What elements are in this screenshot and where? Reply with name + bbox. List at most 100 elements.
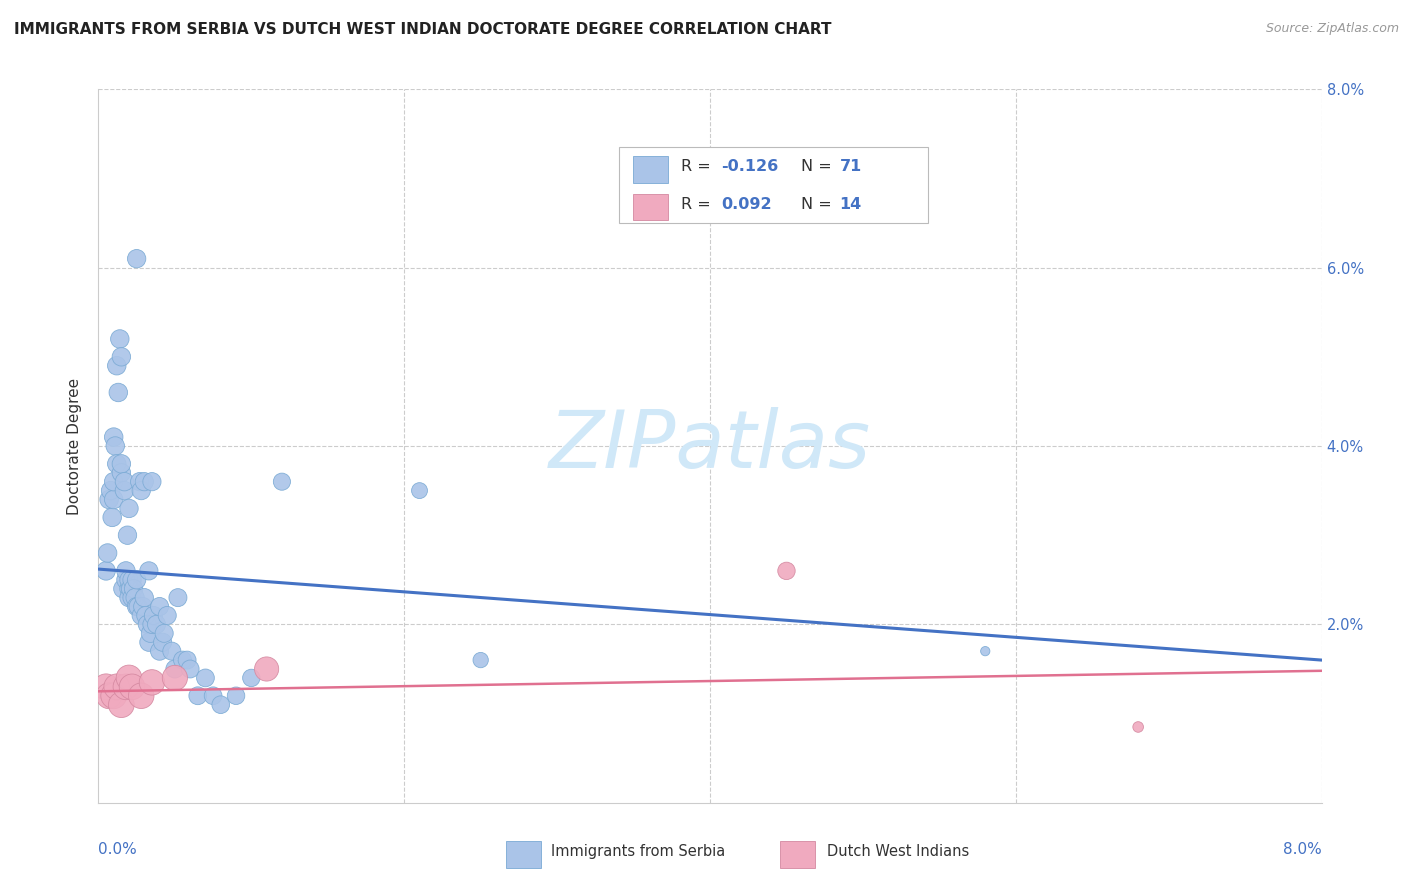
Point	[105, 359, 128, 373]
Point	[115, 573, 138, 587]
Text: 14: 14	[839, 197, 862, 211]
Point	[118, 501, 141, 516]
Point	[125, 252, 148, 266]
Point	[134, 475, 156, 489]
Point	[103, 475, 125, 489]
Point	[118, 671, 141, 685]
Point	[142, 608, 165, 623]
Point	[179, 662, 201, 676]
Point	[167, 591, 190, 605]
Point	[225, 689, 247, 703]
Point	[103, 430, 125, 444]
Point	[156, 608, 179, 623]
Point	[974, 644, 997, 658]
Point	[138, 635, 160, 649]
Text: Immigrants from Serbia: Immigrants from Serbia	[551, 845, 725, 859]
Point	[121, 591, 143, 605]
Point	[112, 475, 135, 489]
Point	[1128, 720, 1150, 734]
Text: N =: N =	[801, 197, 838, 211]
Point	[98, 689, 121, 703]
Point	[141, 617, 163, 632]
Point	[115, 680, 138, 694]
Point	[94, 680, 117, 694]
Point	[103, 492, 125, 507]
Point	[270, 475, 294, 489]
Point	[118, 573, 141, 587]
Point	[152, 635, 174, 649]
Point	[408, 483, 430, 498]
Point	[129, 689, 152, 703]
Point	[128, 475, 150, 489]
Text: 0.092: 0.092	[721, 197, 772, 211]
Text: ZIPatlas: ZIPatlas	[548, 407, 872, 485]
Text: 0.0%: 0.0%	[98, 842, 138, 857]
Point	[149, 644, 172, 658]
Point	[129, 608, 152, 623]
Point	[120, 582, 142, 596]
Point	[100, 483, 122, 498]
Point	[125, 573, 148, 587]
Point	[121, 573, 143, 587]
Point	[105, 680, 128, 694]
Point	[129, 483, 152, 498]
Point	[470, 653, 492, 667]
Point	[104, 439, 127, 453]
Point	[107, 385, 129, 400]
Point	[240, 671, 263, 685]
Point	[163, 671, 186, 685]
Text: N =: N =	[801, 160, 838, 174]
Text: 8.0%: 8.0%	[1282, 842, 1322, 857]
Point	[110, 457, 132, 471]
Point	[111, 582, 134, 596]
Point	[122, 582, 145, 596]
Point	[256, 662, 278, 676]
Y-axis label: Doctorate Degree: Doctorate Degree	[67, 377, 83, 515]
Point	[98, 492, 121, 507]
Point	[94, 564, 117, 578]
Text: IMMIGRANTS FROM SERBIA VS DUTCH WEST INDIAN DOCTORATE DEGREE CORRELATION CHART: IMMIGRANTS FROM SERBIA VS DUTCH WEST IND…	[14, 22, 831, 37]
Point	[163, 662, 186, 676]
Point	[117, 528, 139, 542]
Point	[103, 689, 125, 703]
Point	[141, 475, 163, 489]
Point	[134, 591, 156, 605]
Point	[138, 564, 160, 578]
Text: Source: ZipAtlas.com: Source: ZipAtlas.com	[1265, 22, 1399, 36]
Text: R =: R =	[681, 197, 716, 211]
Point	[135, 608, 157, 623]
Point	[132, 599, 155, 614]
Point	[194, 671, 217, 685]
Point	[125, 599, 148, 614]
Point	[139, 626, 162, 640]
Point	[160, 644, 183, 658]
Point	[118, 591, 141, 605]
Point	[115, 564, 138, 578]
Point	[153, 626, 176, 640]
Point	[108, 332, 131, 346]
Point	[202, 689, 225, 703]
Point	[101, 510, 124, 524]
Point	[110, 698, 132, 712]
Point	[110, 466, 132, 480]
Point	[118, 582, 141, 596]
Point	[97, 546, 120, 560]
Point	[121, 680, 143, 694]
Point	[141, 675, 163, 690]
Point	[136, 617, 159, 632]
Point	[112, 483, 135, 498]
Text: -0.126: -0.126	[721, 160, 779, 174]
Point	[775, 564, 797, 578]
Point	[176, 653, 198, 667]
Point	[145, 617, 167, 632]
Point	[172, 653, 194, 667]
Point	[149, 599, 172, 614]
Text: R =: R =	[681, 160, 716, 174]
Text: 71: 71	[839, 160, 862, 174]
Point	[124, 591, 146, 605]
Point	[209, 698, 232, 712]
Text: Dutch West Indians: Dutch West Indians	[827, 845, 969, 859]
Point	[110, 350, 132, 364]
Point	[127, 599, 149, 614]
Point	[105, 457, 128, 471]
